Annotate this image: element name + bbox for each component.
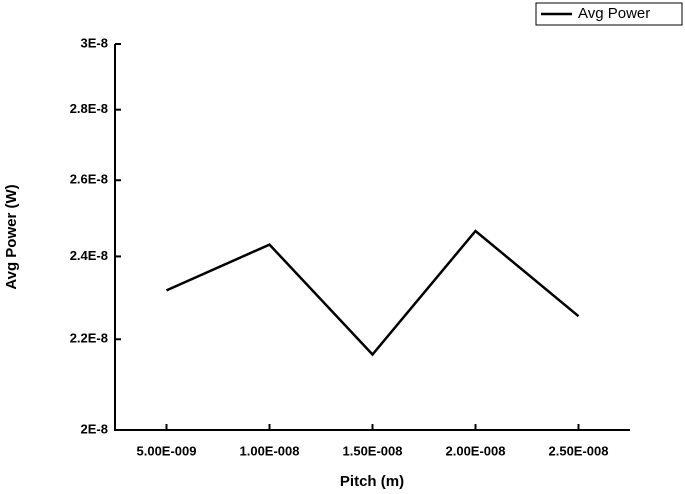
y-tick-label: 2.4E-8 (70, 248, 108, 263)
x-tick-label: 1.00E-008 (240, 443, 300, 458)
y-axis-title: Avg Power (W) (3, 184, 20, 289)
x-axis-title: Pitch (m) (340, 473, 404, 490)
x-tick-label: 2.00E-008 (446, 443, 506, 458)
y-tick-label: 2E-8 (81, 421, 108, 436)
legend-label: Avg Power (578, 5, 650, 22)
y-tick-label: 2.2E-8 (70, 331, 108, 346)
y-tick-label: 2.8E-8 (70, 101, 108, 116)
y-tick-label: 3E-8 (81, 35, 108, 50)
x-tick-label: 2.50E-008 (549, 443, 609, 458)
x-tick-label: 5.00E-009 (137, 443, 197, 458)
y-tick-label: 2.6E-8 (70, 172, 108, 187)
data-line (165, 229, 580, 357)
x-tick-label: 1.50E-008 (343, 443, 403, 458)
legend-box (535, 2, 683, 26)
